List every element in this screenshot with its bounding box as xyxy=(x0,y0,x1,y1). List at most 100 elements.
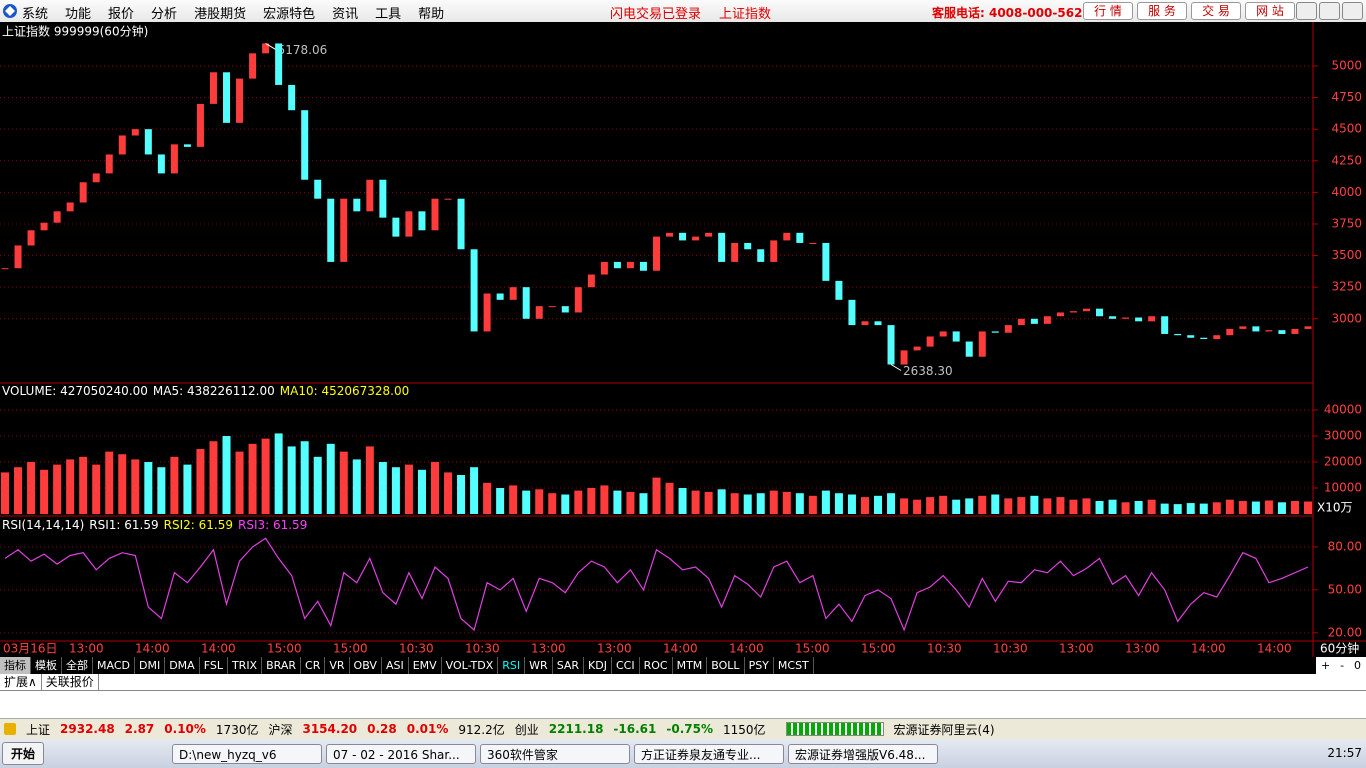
indicator-tab[interactable]: PSY xyxy=(745,657,774,674)
tab-controls: + -0 xyxy=(1316,657,1366,674)
restore-button[interactable] xyxy=(1319,2,1340,20)
time-label: 14:00 xyxy=(663,642,698,656)
volume-bar xyxy=(887,493,896,514)
time-label: 14:00 xyxy=(729,642,764,656)
menu-item[interactable]: 资讯 xyxy=(332,7,359,22)
candle xyxy=(1030,318,1038,324)
indicator-tab[interactable]: CR xyxy=(301,657,326,674)
indicator-tab[interactable]: BOLL xyxy=(707,657,745,674)
candle xyxy=(40,222,48,231)
menu-button[interactable]: 服 务 xyxy=(1137,2,1187,20)
tab-control[interactable]: + xyxy=(1320,659,1331,672)
panel-title: 上证指数 999999(60分钟) xyxy=(2,24,148,39)
status-icon xyxy=(4,723,16,735)
menu-item[interactable]: 帮助 xyxy=(418,7,445,22)
candle xyxy=(431,198,439,231)
volume-bar xyxy=(639,493,648,514)
volume-bar xyxy=(587,488,596,514)
indicator-tab[interactable]: 指标 xyxy=(0,657,31,674)
candle xyxy=(600,261,608,275)
menu-item[interactable]: 宏源特色 xyxy=(263,7,316,22)
start-button[interactable]: 开始 xyxy=(2,742,45,765)
menu-buttons: 行 情服 务交 易网 站 xyxy=(1083,2,1295,20)
candle xyxy=(366,179,374,212)
indicator-tab[interactable]: 模板 xyxy=(31,657,62,674)
indicator-tab[interactable]: EMV xyxy=(409,657,442,674)
menu-status-text[interactable]: 上证指数 xyxy=(719,7,772,22)
indicator-tab[interactable]: SAR xyxy=(553,657,585,674)
menu-button[interactable]: 网 站 xyxy=(1245,2,1295,20)
tab-control[interactable]: 0 xyxy=(1354,659,1361,672)
candle xyxy=(861,321,869,326)
sub-tab[interactable]: 扩展∧ xyxy=(0,674,42,690)
menu-item[interactable]: 报价 xyxy=(108,7,135,22)
indicator-tab[interactable]: KDJ xyxy=(584,657,612,674)
indicator-tab[interactable]: FSL xyxy=(200,657,228,674)
indicator-tab[interactable]: BRAR xyxy=(262,657,302,674)
indicator-tab[interactable]: OBV xyxy=(350,657,382,674)
volume-bar xyxy=(131,459,140,514)
y-tick-label: 20.00 xyxy=(1328,625,1362,639)
candle xyxy=(183,144,191,147)
network-indicator xyxy=(785,722,884,736)
candle xyxy=(757,249,765,262)
indicator-tab[interactable]: ASI xyxy=(382,657,409,674)
volume-bar xyxy=(1030,495,1039,514)
menu-item[interactable]: 港股期货 xyxy=(194,7,247,22)
period-label: 60分钟 xyxy=(1320,641,1359,656)
y-tick-label: 50.00 xyxy=(1328,582,1362,596)
status-bar: 上证 2932.48 2.87 0.10% 1730亿 沪深 3154.20 0.28 0.01… xyxy=(0,719,1366,739)
close-button[interactable] xyxy=(1342,2,1363,20)
volume-bar xyxy=(235,451,244,514)
indicator-tab[interactable]: WR xyxy=(525,657,553,674)
sub-tab[interactable]: 关联报价 xyxy=(42,674,99,690)
indicator-tab[interactable]: TRIX xyxy=(228,657,263,674)
candle xyxy=(14,245,22,269)
menu-status-text[interactable]: 闪电交易已登录 xyxy=(610,7,702,22)
y-tick-label: 40000 xyxy=(1324,403,1362,417)
menu-item[interactable]: 功能 xyxy=(65,7,92,22)
menu-item[interactable]: 工具 xyxy=(375,7,402,22)
indicator-tab[interactable]: VR xyxy=(325,657,350,674)
taskbar-window[interactable]: 方正证券泉友通专业... xyxy=(634,743,785,764)
indicator-tab[interactable]: CCI xyxy=(612,657,640,674)
indicator-tab[interactable]: MTM xyxy=(673,657,708,674)
indicator-tab[interactable]: ROC xyxy=(640,657,673,674)
indicator-tab[interactable]: VOL-TDX xyxy=(442,657,499,674)
menu-button[interactable]: 交 易 xyxy=(1191,2,1241,20)
indicator-tab[interactable]: MACD xyxy=(93,657,135,674)
taskbar-window[interactable]: 07 - 02 - 2016 Shar... xyxy=(326,743,477,764)
volume-bar xyxy=(1277,502,1286,514)
taskbar-window[interactable]: 360软件管家 xyxy=(480,743,631,764)
volume-bar xyxy=(900,498,909,514)
status-item: 1150亿 xyxy=(722,722,766,737)
candle xyxy=(718,232,726,262)
status-item: 912.2亿 xyxy=(458,722,505,737)
time-label: 13:00 xyxy=(1059,642,1094,656)
candle xyxy=(509,287,517,300)
legend-entry: RSI(14,14,14) xyxy=(2,518,84,532)
candle xyxy=(196,103,204,147)
volume-bar xyxy=(378,462,387,514)
tab-control[interactable]: - xyxy=(1340,659,1345,672)
volume-bar xyxy=(248,443,257,514)
y-tick-label: 4250 xyxy=(1331,153,1362,167)
candle xyxy=(783,232,791,241)
extreme-label: 2638.30 xyxy=(903,364,953,378)
time-label: 13:00 xyxy=(1125,642,1160,656)
indicator-tab[interactable]: MCST xyxy=(774,657,814,674)
indicator-tab[interactable]: 全部 xyxy=(62,657,93,674)
volume-bar xyxy=(613,490,622,514)
taskbar-window[interactable]: D:\new_hyzq_v6 xyxy=(172,743,323,764)
candle xyxy=(926,336,934,347)
taskbar-window[interactable]: 宏源证券增强版V6.48... xyxy=(788,743,939,764)
indicator-tab[interactable]: DMA xyxy=(165,657,200,674)
legend-entry: RSI1: 61.59 xyxy=(89,518,158,532)
menu-item[interactable]: 系统 xyxy=(22,7,49,22)
menu-item[interactable]: 分析 xyxy=(151,7,178,22)
indicator-tab[interactable]: DMI xyxy=(135,657,166,674)
menu-button[interactable]: 行 情 xyxy=(1083,2,1133,20)
minimize-button[interactable] xyxy=(1296,2,1317,20)
indicator-tab[interactable]: RSI xyxy=(498,657,526,674)
candle xyxy=(874,321,882,326)
